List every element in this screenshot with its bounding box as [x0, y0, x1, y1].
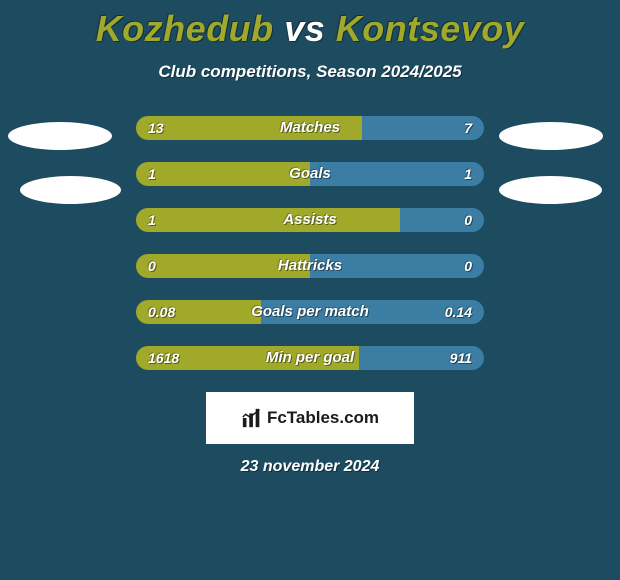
stat-value-left: 1 — [148, 162, 156, 186]
player-badge-placeholder — [20, 176, 121, 204]
stat-row: 137Matches — [136, 116, 484, 140]
stat-row: 00Hattricks — [136, 254, 484, 278]
stat-row: 11Goals — [136, 162, 484, 186]
stat-value-right: 0.14 — [445, 300, 472, 324]
footer-date: 23 november 2024 — [0, 458, 620, 476]
stat-bar-left — [136, 116, 362, 140]
stat-value-right: 0 — [464, 254, 472, 278]
stat-value-right: 7 — [464, 116, 472, 140]
stat-value-left: 13 — [148, 116, 164, 140]
player-badge-placeholder — [8, 122, 112, 150]
stat-bar-left — [136, 162, 310, 186]
chart-icon — [241, 407, 263, 429]
stat-value-left: 0 — [148, 254, 156, 278]
stat-value-right: 1 — [464, 162, 472, 186]
title-vs: vs — [284, 8, 325, 49]
fctables-logo: FcTables.com — [206, 392, 414, 444]
stat-row: 1618911Min per goal — [136, 346, 484, 370]
player-badge-placeholder — [499, 122, 603, 150]
player-badge-placeholder — [499, 176, 602, 204]
title-player-left: Kozhedub — [96, 8, 274, 49]
subtitle: Club competitions, Season 2024/2025 — [0, 62, 620, 82]
stat-row: 0.080.14Goals per match — [136, 300, 484, 324]
stat-value-left: 1 — [148, 208, 156, 232]
comparison-chart: 137Matches11Goals10Assists00Hattricks0.0… — [136, 116, 484, 370]
stat-bar-right — [310, 254, 484, 278]
page-title: Kozhedub vs Kontsevoy — [0, 0, 620, 50]
logo-text: FcTables.com — [267, 408, 379, 428]
title-player-right: Kontsevoy — [336, 8, 525, 49]
stat-value-left: 1618 — [148, 346, 179, 370]
stat-value-left: 0.08 — [148, 300, 175, 324]
stat-bar-left — [136, 254, 310, 278]
stat-value-right: 0 — [464, 208, 472, 232]
stat-bar-left — [136, 208, 400, 232]
stat-bar-right — [310, 162, 484, 186]
stat-value-right: 911 — [450, 346, 472, 370]
stat-row: 10Assists — [136, 208, 484, 232]
